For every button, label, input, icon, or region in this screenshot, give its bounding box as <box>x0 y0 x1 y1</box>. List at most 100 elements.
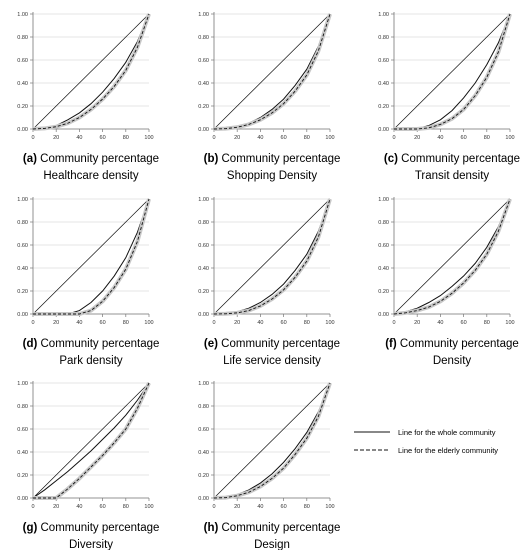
y-tick-label: 0.40 <box>17 450 28 456</box>
x-tick-label: 0 <box>212 135 215 141</box>
y-tick-label: 0.60 <box>198 243 209 249</box>
x-tick-label: 20 <box>414 135 420 141</box>
y-tick-label: 1.00 <box>17 197 28 203</box>
x-axis-label: Community percentage <box>398 153 520 165</box>
x-tick-label: 20 <box>234 504 240 510</box>
x-tick-label: 0 <box>31 320 34 326</box>
series-line-elderly <box>213 13 331 130</box>
y-tick-label: 1.00 <box>198 381 209 387</box>
x-tick-label: 60 <box>100 320 106 326</box>
y-tick-label: 0.00 <box>198 312 209 318</box>
x-tick-label: 60 <box>100 135 106 141</box>
equality-line <box>393 13 511 130</box>
y-tick-label: 0.00 <box>378 127 389 133</box>
chart-panel: 0.00 0.20 0.40 0.60 0.80 1.00 0 20 40 60 80 100 (h) … <box>198 381 340 550</box>
y-tick-label: 0.80 <box>17 35 28 41</box>
x-tick-label: 40 <box>437 320 443 326</box>
x-tick-label: 40 <box>76 504 82 510</box>
caption-line-1: (f) Community percentage <box>385 338 519 350</box>
caption-line-1: (h) Community percentage <box>204 522 341 534</box>
legend: Line for the whole community Line for the… <box>354 428 498 455</box>
x-tick-label: 100 <box>505 135 514 141</box>
equality-line <box>393 198 511 315</box>
y-tick-label: 0.20 <box>17 289 28 295</box>
x-tick-label: 80 <box>484 135 490 141</box>
caption-letter: (g) <box>23 522 38 534</box>
x-tick-label: 60 <box>281 320 287 326</box>
y-tick-label: 0.40 <box>198 81 209 87</box>
y-tick-label: 1.00 <box>17 12 28 18</box>
series-line-elderly <box>213 382 331 499</box>
x-tick-label: 20 <box>53 504 59 510</box>
equality-line <box>32 198 150 315</box>
x-tick-label: 60 <box>461 320 467 326</box>
caption-line-1: (e) Community percentage <box>204 338 340 350</box>
caption-letter: (c) <box>384 153 398 165</box>
caption-line-1: (b) Community percentage <box>204 153 341 165</box>
caption-subtitle: Park density <box>59 355 123 367</box>
y-tick-label: 1.00 <box>378 197 389 203</box>
chart-panel: 0.00 0.20 0.40 0.60 0.80 1.00 0 20 40 60 80 100 (b) … <box>198 12 340 182</box>
y-tick-label: 0.00 <box>17 496 28 502</box>
x-tick-label: 0 <box>31 135 34 141</box>
y-tick-label: 0.20 <box>17 473 28 479</box>
y-tick-label: 0.60 <box>378 58 389 64</box>
y-tick-label: 0.20 <box>198 473 209 479</box>
y-tick-label: 0.00 <box>17 312 28 318</box>
y-tick-label: 0.40 <box>378 81 389 87</box>
confidence-band <box>394 13 512 131</box>
legend-label: Line for the elderly community <box>398 446 498 455</box>
chart-panel: 0.00 0.20 0.40 0.60 0.80 1.00 0 20 40 60 80 100 (d) … <box>17 197 159 367</box>
y-tick-label: 0.60 <box>198 427 209 433</box>
x-tick-label: 100 <box>325 320 334 326</box>
caption-letter: (h) <box>204 522 219 534</box>
chart-panel: 0.00 0.20 0.40 0.60 0.80 1.00 0 20 40 60 80 100 (c) … <box>378 12 520 182</box>
x-tick-label: 40 <box>257 320 263 326</box>
x-tick-label: 100 <box>144 135 153 141</box>
chart-panel: 0.00 0.20 0.40 0.60 0.80 1.00 0 20 40 60 80 100 (e) … <box>198 197 340 367</box>
confidence-band <box>33 198 151 316</box>
y-tick-label: 1.00 <box>198 12 209 18</box>
x-tick-label: 100 <box>505 320 514 326</box>
x-tick-label: 100 <box>144 320 153 326</box>
confidence-band <box>33 382 151 500</box>
series-line-whole <box>32 382 150 499</box>
x-tick-label: 40 <box>257 135 263 141</box>
caption-line-1: (g) Community percentage <box>23 522 160 534</box>
x-tick-label: 100 <box>144 504 153 510</box>
equality-line <box>32 13 150 130</box>
x-tick-label: 80 <box>123 504 129 510</box>
y-tick-label: 0.40 <box>198 450 209 456</box>
y-tick-label: 0.80 <box>378 35 389 41</box>
y-tick-label: 0.60 <box>17 427 28 433</box>
x-tick-label: 100 <box>325 504 334 510</box>
x-axis-label: Community percentage <box>37 338 159 350</box>
x-tick-label: 0 <box>212 504 215 510</box>
x-tick-label: 40 <box>76 320 82 326</box>
y-tick-label: 1.00 <box>378 12 389 18</box>
chart-panel: 0.00 0.20 0.40 0.60 0.80 1.00 0 20 40 60 80 100 (f) … <box>378 197 519 367</box>
caption-subtitle: Diversity <box>69 539 113 550</box>
y-tick-label: 0.80 <box>198 220 209 226</box>
x-tick-label: 60 <box>281 504 287 510</box>
y-tick-label: 0.20 <box>198 104 209 110</box>
series-line-elderly <box>213 198 331 315</box>
x-tick-label: 40 <box>76 135 82 141</box>
x-tick-label: 80 <box>484 320 490 326</box>
x-tick-label: 20 <box>414 320 420 326</box>
equality-line <box>32 382 150 499</box>
caption-letter: (b) <box>204 153 219 165</box>
y-tick-label: 0.00 <box>198 496 209 502</box>
caption-line-1: (c) Community percentage <box>384 153 520 165</box>
x-tick-label: 40 <box>437 135 443 141</box>
x-tick-label: 60 <box>461 135 467 141</box>
y-tick-label: 0.00 <box>17 127 28 133</box>
x-axis-label: Community percentage <box>37 522 159 534</box>
x-axis-label: Community percentage <box>218 338 340 350</box>
chart-panel: 0.00 0.20 0.40 0.60 0.80 1.00 0 20 40 60 80 100 (a) … <box>17 12 159 182</box>
caption-line-1: (a) Community percentage <box>23 153 159 165</box>
x-axis-label: Community percentage <box>397 338 519 350</box>
y-tick-label: 0.80 <box>198 404 209 410</box>
caption-subtitle: Density <box>433 355 472 367</box>
